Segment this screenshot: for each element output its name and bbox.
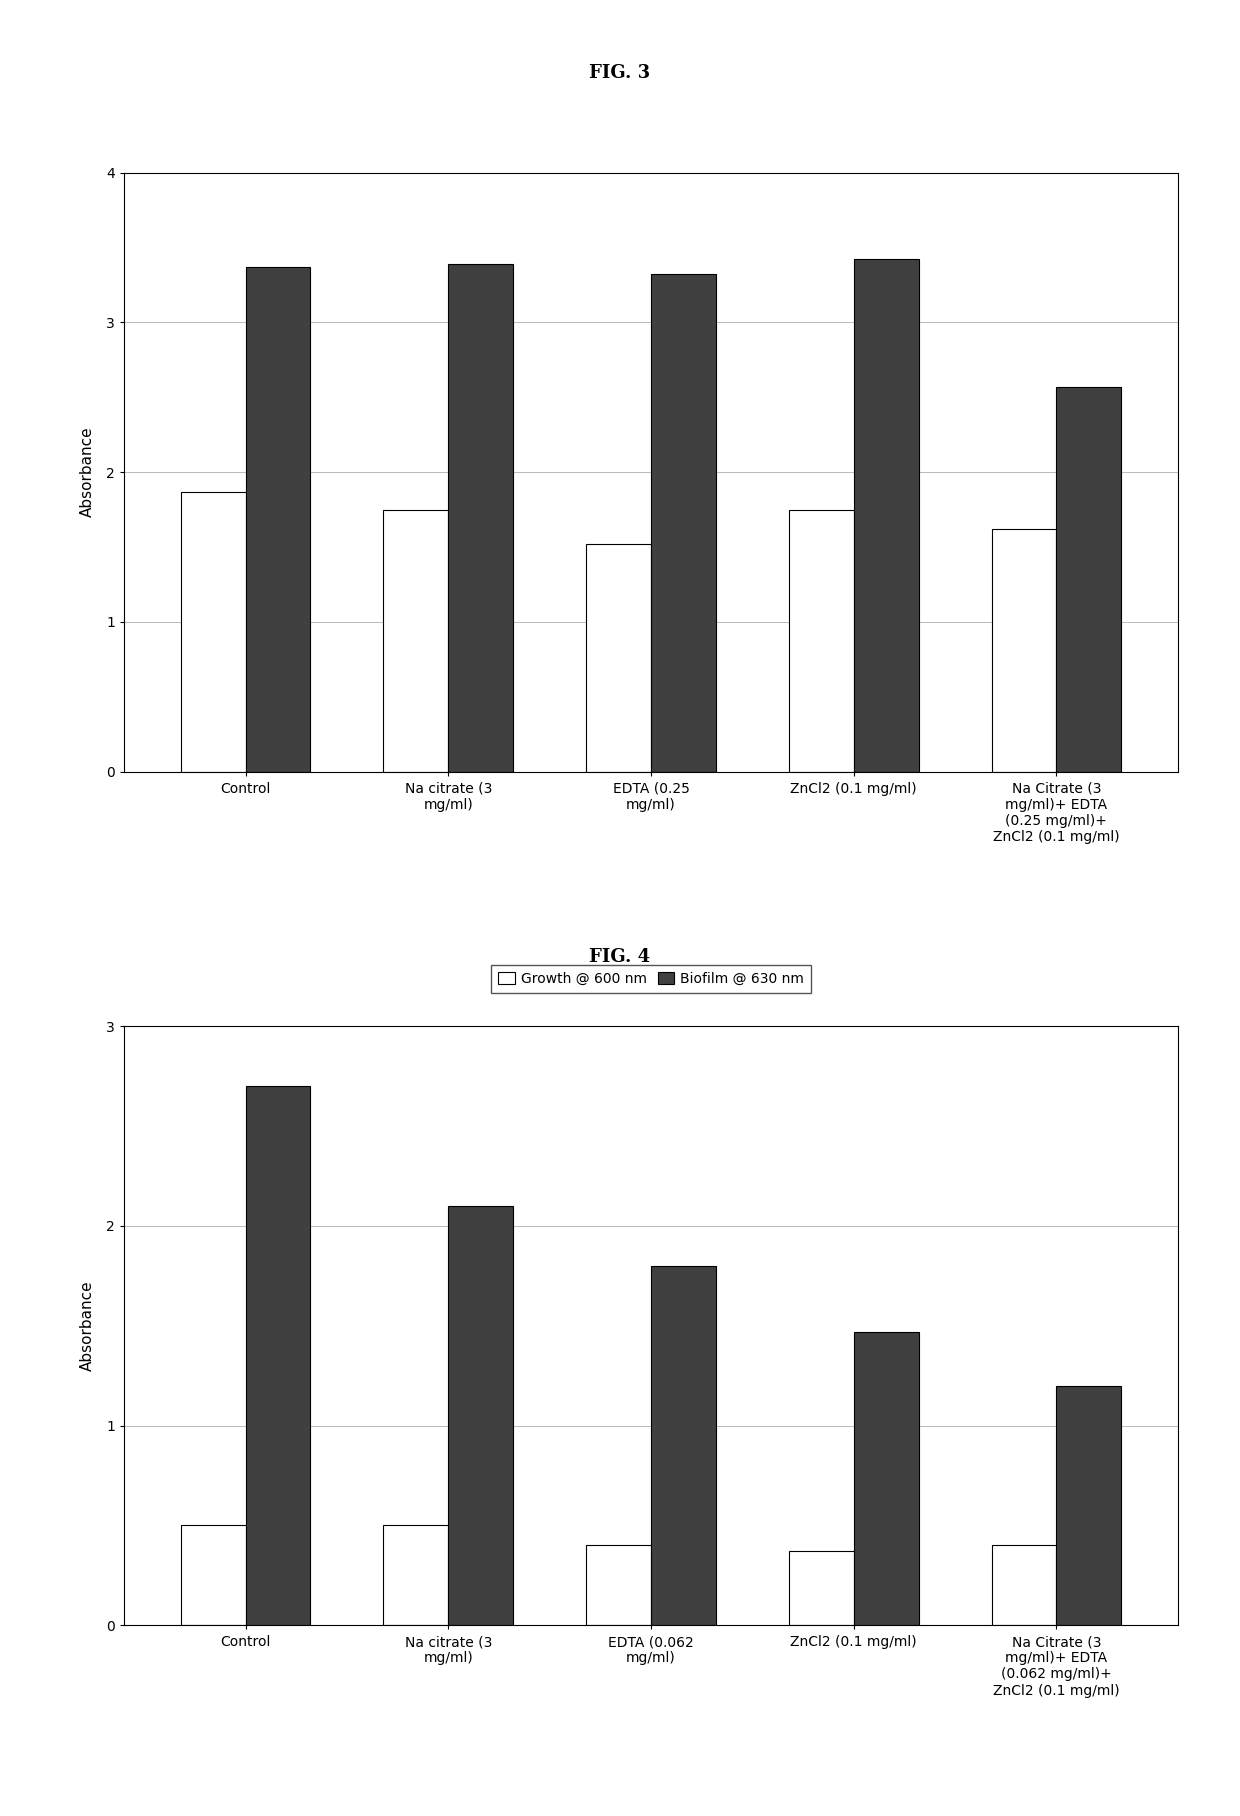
Legend: Growth @ 600 nm, Biofilm @ 630 nm: Growth @ 600 nm, Biofilm @ 630 nm [491, 964, 811, 993]
Text: FIG. 4: FIG. 4 [589, 948, 651, 966]
Y-axis label: Absorbance: Absorbance [81, 427, 95, 518]
Bar [992, 1545, 1056, 1625]
Bar [1056, 1386, 1121, 1625]
Bar [853, 1331, 919, 1625]
Bar [246, 1086, 310, 1625]
Bar [789, 1551, 853, 1625]
Bar [246, 267, 310, 772]
Bar [449, 263, 513, 772]
Bar [383, 510, 449, 772]
Bar [1056, 387, 1121, 772]
Bar [789, 510, 853, 772]
Bar [651, 274, 715, 772]
Bar [587, 545, 651, 772]
Bar [587, 1545, 651, 1625]
Y-axis label: Absorbance: Absorbance [81, 1280, 95, 1371]
Bar [449, 1206, 513, 1625]
Bar [992, 528, 1056, 772]
Bar [651, 1266, 715, 1625]
Bar [383, 1525, 449, 1625]
Text: FIG. 3: FIG. 3 [589, 64, 651, 82]
Bar [181, 1525, 246, 1625]
Bar [853, 260, 919, 772]
Bar [181, 492, 246, 772]
